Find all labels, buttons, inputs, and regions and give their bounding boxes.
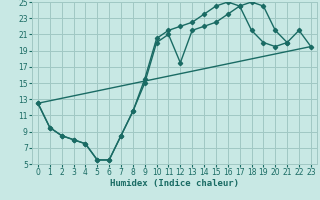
X-axis label: Humidex (Indice chaleur): Humidex (Indice chaleur): [110, 179, 239, 188]
